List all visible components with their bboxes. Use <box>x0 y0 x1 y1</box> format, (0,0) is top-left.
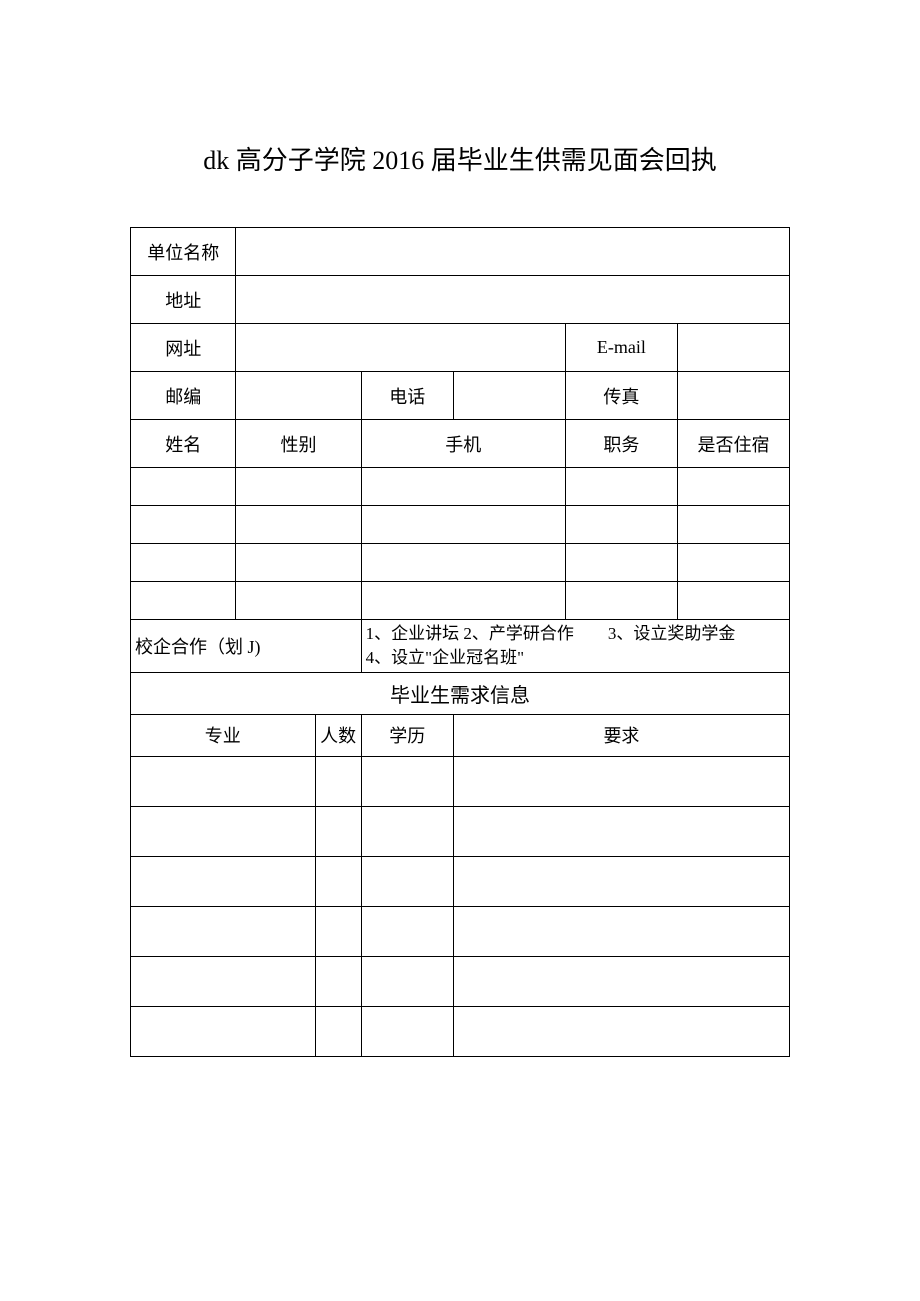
input-company-name[interactable] <box>236 228 790 276</box>
label-phone: 电话 <box>361 372 453 420</box>
input-count-4[interactable] <box>315 906 361 956</box>
row-person-3 <box>131 544 790 582</box>
input-count-1[interactable] <box>315 756 361 806</box>
input-address[interactable] <box>236 276 790 324</box>
input-count-5[interactable] <box>315 956 361 1006</box>
label-address: 地址 <box>131 276 236 324</box>
input-education-1[interactable] <box>361 756 453 806</box>
label-website: 网址 <box>131 324 236 372</box>
input-requirements-6[interactable] <box>453 1006 789 1056</box>
label-name: 姓名 <box>131 420 236 468</box>
input-major-2[interactable] <box>131 806 316 856</box>
input-count-2[interactable] <box>315 806 361 856</box>
input-gender-4[interactable] <box>236 582 361 620</box>
row-person-header: 姓名 性别 手机 职务 是否住宿 <box>131 420 790 468</box>
label-education: 学历 <box>361 714 453 756</box>
input-accommodation-1[interactable] <box>677 468 789 506</box>
row-demand-4 <box>131 906 790 956</box>
cooperation-options[interactable]: 1、企业讲坛 2、产学研合作 3、设立奖助学金 4、设立"企业冠名班" <box>361 620 789 673</box>
row-company-name: 单位名称 <box>131 228 790 276</box>
label-requirements: 要求 <box>453 714 789 756</box>
input-education-5[interactable] <box>361 956 453 1006</box>
input-accommodation-3[interactable] <box>677 544 789 582</box>
input-name-3[interactable] <box>131 544 236 582</box>
input-education-4[interactable] <box>361 906 453 956</box>
input-mobile-1[interactable] <box>361 468 565 506</box>
label-cooperation: 校企合作（划 J) <box>131 620 362 673</box>
input-fax[interactable] <box>677 372 789 420</box>
input-requirements-4[interactable] <box>453 906 789 956</box>
row-demand-header: 毕业生需求信息 <box>131 672 790 714</box>
row-demand-5 <box>131 956 790 1006</box>
label-email: E-mail <box>565 324 677 372</box>
input-count-3[interactable] <box>315 856 361 906</box>
label-mobile: 手机 <box>361 420 565 468</box>
input-gender-1[interactable] <box>236 468 361 506</box>
row-website: 网址 E-mail <box>131 324 790 372</box>
input-position-3[interactable] <box>565 544 677 582</box>
input-education-3[interactable] <box>361 856 453 906</box>
page-title: dk 高分子学院 2016 届毕业生供需见面会回执 <box>130 140 790 177</box>
row-demand-1 <box>131 756 790 806</box>
row-person-4 <box>131 582 790 620</box>
input-mobile-4[interactable] <box>361 582 565 620</box>
label-accommodation: 是否住宿 <box>677 420 789 468</box>
label-count: 人数 <box>315 714 361 756</box>
row-address: 地址 <box>131 276 790 324</box>
input-major-3[interactable] <box>131 856 316 906</box>
input-count-6[interactable] <box>315 1006 361 1056</box>
input-major-5[interactable] <box>131 956 316 1006</box>
input-requirements-1[interactable] <box>453 756 789 806</box>
form-table: 单位名称 地址 网址 E-mail 邮编 电话 传真 姓名 性别 手机 职务 是… <box>130 227 790 1057</box>
input-accommodation-2[interactable] <box>677 506 789 544</box>
input-accommodation-4[interactable] <box>677 582 789 620</box>
row-demand-columns: 专业 人数 学历 要求 <box>131 714 790 756</box>
row-demand-2 <box>131 806 790 856</box>
input-education-2[interactable] <box>361 806 453 856</box>
input-gender-2[interactable] <box>236 506 361 544</box>
input-major-6[interactable] <box>131 1006 316 1056</box>
input-major-1[interactable] <box>131 756 316 806</box>
label-postcode: 邮编 <box>131 372 236 420</box>
input-mobile-3[interactable] <box>361 544 565 582</box>
input-position-4[interactable] <box>565 582 677 620</box>
input-mobile-2[interactable] <box>361 506 565 544</box>
input-postcode[interactable] <box>236 372 361 420</box>
input-name-2[interactable] <box>131 506 236 544</box>
label-demand-section: 毕业生需求信息 <box>131 672 790 714</box>
input-requirements-2[interactable] <box>453 806 789 856</box>
input-position-1[interactable] <box>565 468 677 506</box>
input-email[interactable] <box>677 324 789 372</box>
input-name-1[interactable] <box>131 468 236 506</box>
row-demand-6 <box>131 1006 790 1056</box>
row-person-2 <box>131 506 790 544</box>
input-major-4[interactable] <box>131 906 316 956</box>
label-company-name: 单位名称 <box>131 228 236 276</box>
input-position-2[interactable] <box>565 506 677 544</box>
input-education-6[interactable] <box>361 1006 453 1056</box>
label-gender: 性别 <box>236 420 361 468</box>
input-name-4[interactable] <box>131 582 236 620</box>
row-postcode: 邮编 电话 传真 <box>131 372 790 420</box>
input-requirements-3[interactable] <box>453 856 789 906</box>
row-cooperation: 校企合作（划 J) 1、企业讲坛 2、产学研合作 3、设立奖助学金 4、设立"企… <box>131 620 790 673</box>
input-phone[interactable] <box>453 372 565 420</box>
row-person-1 <box>131 468 790 506</box>
label-position: 职务 <box>565 420 677 468</box>
input-gender-3[interactable] <box>236 544 361 582</box>
input-website[interactable] <box>236 324 565 372</box>
label-major: 专业 <box>131 714 316 756</box>
label-fax: 传真 <box>565 372 677 420</box>
row-demand-3 <box>131 856 790 906</box>
input-requirements-5[interactable] <box>453 956 789 1006</box>
